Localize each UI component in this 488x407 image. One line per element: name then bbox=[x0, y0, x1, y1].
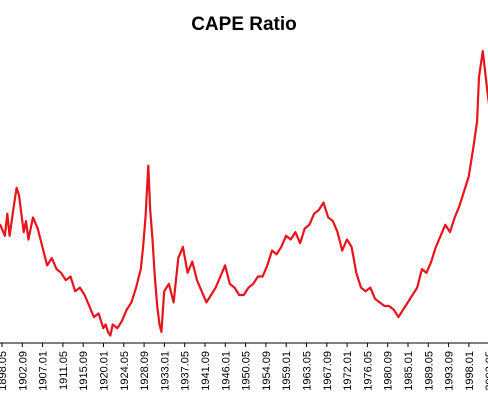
x-tick-label: 1898.05 bbox=[0, 351, 9, 391]
x-tick-label: 1941.09 bbox=[200, 351, 212, 391]
x-tick-label: 1967.09 bbox=[322, 351, 334, 391]
x-tick-label: 2002.05 bbox=[484, 351, 488, 391]
x-tick-label: 1954.09 bbox=[261, 351, 273, 391]
series-line-0 bbox=[0, 49, 488, 337]
x-tick-label: 1928.09 bbox=[139, 351, 151, 391]
x-tick-label: 1998.01 bbox=[464, 351, 476, 391]
x-tick-label: 1911.05 bbox=[58, 351, 70, 390]
x-tick-label: 1907.01 bbox=[38, 351, 50, 391]
x-tick-label: 1985.01 bbox=[403, 351, 415, 391]
x-tick-label: 1963.05 bbox=[302, 351, 314, 391]
x-tick-label: 1920.01 bbox=[99, 351, 111, 391]
x-tick-label: 1915.09 bbox=[78, 351, 90, 391]
x-tick-layer: 1898.05 1902.09 1907.01 1911.05 1915.09 1920.… bbox=[0, 343, 488, 391]
x-tick-label: 1989.05 bbox=[423, 351, 435, 391]
x-tick-label: 1976.05 bbox=[362, 351, 374, 391]
x-tick-label: 1933.01 bbox=[159, 351, 171, 391]
x-tick-label: 1993.09 bbox=[444, 351, 456, 391]
x-tick-label: 1937.05 bbox=[180, 351, 192, 391]
chart-title: CAPE Ratio bbox=[191, 14, 297, 35]
series-layer bbox=[0, 49, 488, 337]
x-tick-label: 1946.01 bbox=[220, 351, 232, 391]
x-tick-label: 1959.01 bbox=[281, 351, 293, 391]
x-tick-label: 1950.05 bbox=[241, 351, 253, 391]
x-tick-label: 1980.09 bbox=[383, 351, 395, 391]
x-tick-label: 1972.01 bbox=[342, 351, 354, 391]
x-tick-label: 1924.05 bbox=[119, 351, 131, 391]
x-tick-label: 1902.09 bbox=[17, 351, 29, 391]
